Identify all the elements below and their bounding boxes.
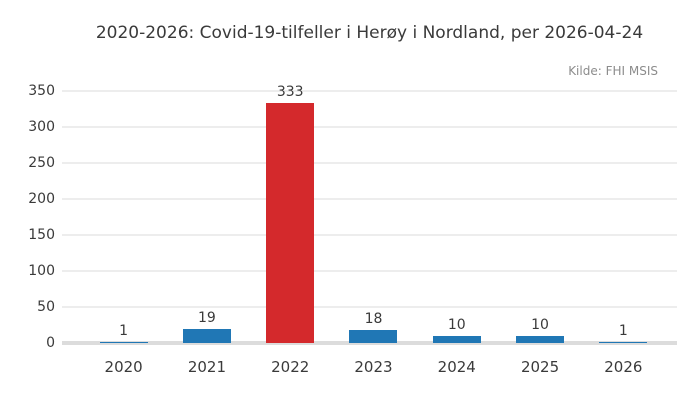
gridline (62, 198, 677, 200)
x-tick-label: 2023 (354, 358, 393, 376)
bar-2020 (99, 342, 148, 343)
bar-group: 10 (415, 91, 498, 343)
y-tick-label: 50 (37, 299, 55, 315)
x-tick-label: 2024 (437, 358, 476, 376)
bar-group: 333 (249, 85, 332, 343)
plot-area: 1 19 333 18 10 10 1 2020 2021 2022 2023 2024 2025 20… (62, 85, 677, 376)
x-tick-label: 2020 (104, 358, 143, 376)
bar-2021 (182, 329, 231, 343)
bar-2023 (349, 330, 398, 343)
bar-2022 (266, 103, 315, 343)
y-tick-label: 250 (28, 155, 55, 171)
bar-value-label: 1 (618, 323, 628, 339)
x-tick-label: 2026 (604, 358, 643, 376)
chart-title: 2020-2026: Covid-19-tilfeller i Herøy i … (95, 23, 644, 43)
gridline (62, 234, 677, 236)
bar-group: 19 (165, 91, 248, 343)
y-tick-label: 300 (28, 119, 55, 135)
x-axis-line (62, 341, 677, 345)
gridlines (62, 90, 677, 343)
x-tick-label: 2021 (187, 358, 227, 376)
bar-value-label: 18 (364, 311, 383, 327)
x-axis-labels: 2020 2021 2022 2023 2024 2025 2026 (82, 343, 665, 376)
y-tick-label: 100 (28, 263, 55, 279)
gridline (62, 90, 677, 92)
gridline (62, 162, 677, 164)
bar-value-label: 333 (276, 84, 304, 100)
bar-value-label: 10 (447, 317, 466, 333)
gridline (62, 270, 677, 272)
y-tick-label: 200 (28, 191, 55, 207)
y-tick-label: 0 (46, 335, 55, 351)
x-tick-label: 2025 (520, 358, 560, 376)
bar-group: 1 (82, 91, 165, 343)
y-axis-labels: 0 50 100 150 200 250 300 350 (0, 83, 55, 351)
gridline (62, 306, 677, 308)
y-tick-label: 350 (28, 83, 55, 99)
bar-group: 1 (582, 91, 665, 343)
bars-row: 1 19 333 18 10 10 1 (82, 85, 665, 343)
y-tick-label: 150 (28, 227, 55, 243)
bar-group: 10 (498, 91, 581, 343)
gridline (62, 126, 677, 128)
source-label: Kilde: FHI MSIS (568, 64, 658, 78)
bar-group: 18 (332, 91, 415, 343)
x-tick-label: 2022 (271, 358, 310, 376)
bar-2025 (516, 336, 565, 343)
bar-value-label: 19 (198, 310, 216, 326)
bar-2024 (432, 336, 481, 343)
bar-value-label: 1 (119, 323, 129, 339)
bar-value-label: 10 (531, 317, 549, 333)
bar-2026 (599, 342, 648, 343)
